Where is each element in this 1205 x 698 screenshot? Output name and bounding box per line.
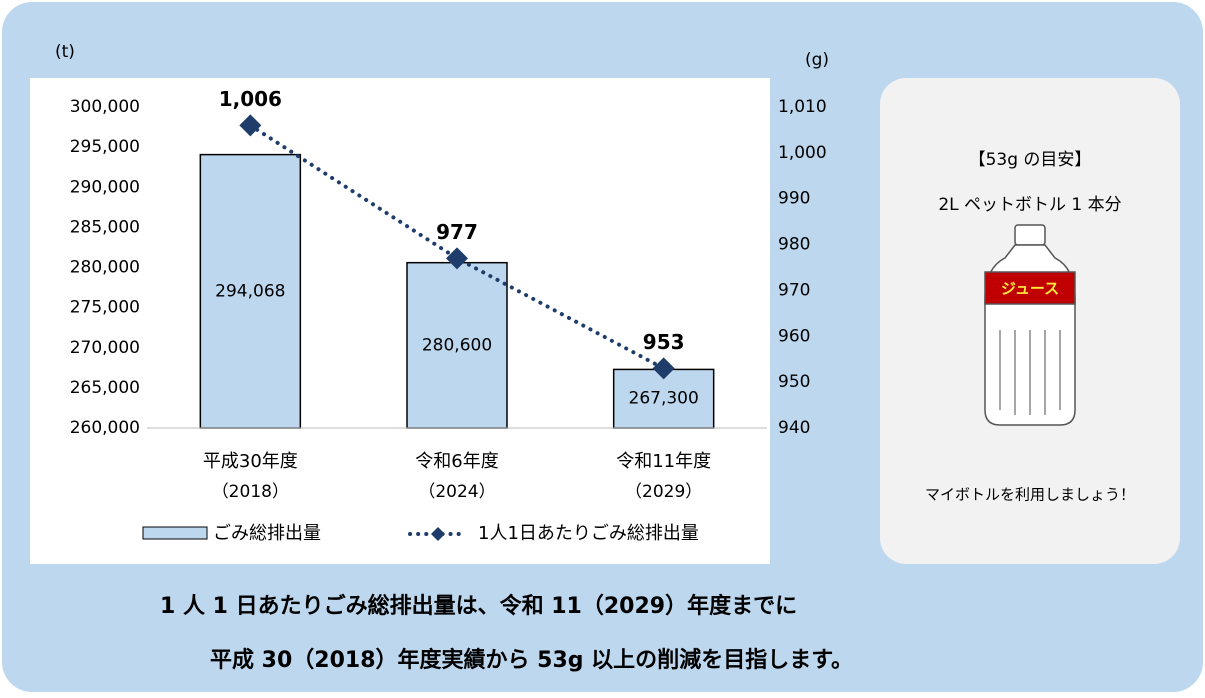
line	[248, 123, 666, 371]
chart-area	[30, 78, 770, 564]
x-tick-sublabel: （2018）	[212, 482, 289, 502]
y2-tick-label: 940	[778, 418, 810, 438]
y2-tick-label: 960	[778, 326, 810, 346]
y-tick-label: 260,000	[70, 418, 140, 438]
x-tick-sublabel: （2024）	[418, 482, 495, 502]
line-value-label: 953	[643, 330, 685, 354]
y2-axis-unit: (g)	[805, 50, 829, 70]
legend-label: ごみ総排出量	[213, 523, 321, 544]
x-tick-label: 令和6年度	[415, 451, 498, 472]
message-line: 1 人 1 日あたりごみ総排出量は、令和 11（2029）年度までに	[160, 593, 797, 619]
y-tick-label: 275,000	[70, 298, 140, 318]
line-marker	[239, 114, 262, 137]
y-tick-label: 295,000	[70, 137, 140, 157]
y-tick-label: 285,000	[70, 217, 140, 237]
x-tick-label: 令和11年度	[616, 451, 711, 472]
x-tick-label: 平成30年度	[203, 451, 298, 472]
legend-swatch	[431, 527, 445, 541]
y-tick-label: 290,000	[70, 177, 140, 197]
panel-title: 【53g の目安】	[969, 150, 1092, 170]
y2-tick-label: 970	[778, 280, 810, 300]
bar-value-label: 294,068	[215, 281, 285, 301]
panel-subtitle: 2L ペットボトル 1 本分	[938, 195, 1121, 215]
bar-value-label: 280,600	[422, 335, 492, 355]
y2-tick-label: 950	[778, 372, 810, 392]
legend-swatch	[142, 526, 208, 540]
y2-tick-label: 990	[778, 189, 810, 209]
panel-footer: マイボトルを利用しましょう！	[925, 486, 1135, 504]
bar-value-label: 267,300	[629, 389, 699, 409]
legend-label: 1人1日あたりごみ総排出量	[478, 523, 699, 544]
y-axis-unit: (t)	[55, 42, 75, 62]
line-value-label: 977	[436, 220, 478, 244]
line-marker	[652, 357, 675, 380]
line-marker	[446, 247, 468, 270]
bottle-label: ジュース	[1001, 280, 1059, 298]
bottle	[984, 224, 1076, 426]
y-tick-label: 265,000	[70, 378, 140, 398]
bar	[199, 153, 302, 429]
y2-tick-label: 1,010	[778, 97, 827, 117]
y-tick-label: 270,000	[70, 338, 140, 358]
message-line: 平成 30（2018）年度実績から 53g 以上の削減を目指します。	[210, 647, 853, 673]
y2-tick-label: 980	[778, 235, 810, 255]
y-tick-label: 280,000	[70, 258, 140, 278]
y-tick-label: 300,000	[70, 97, 140, 117]
y2-tick-label: 1,000	[778, 143, 827, 163]
x-tick-sublabel: （2029）	[625, 482, 702, 502]
line-value-label: 1,006	[219, 87, 282, 111]
